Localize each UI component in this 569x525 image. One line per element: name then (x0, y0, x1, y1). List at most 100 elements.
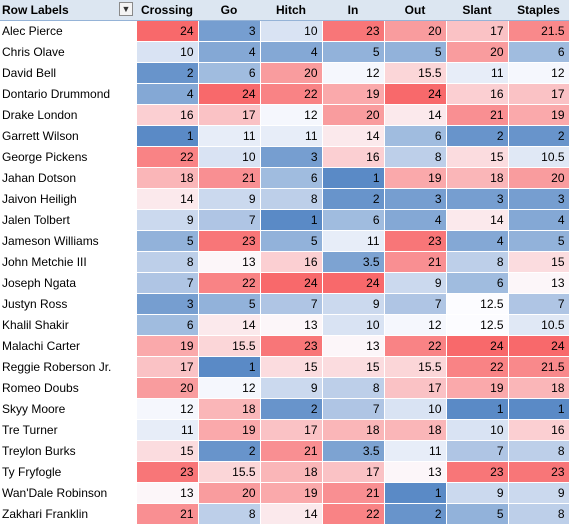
value-cell[interactable]: 17 (446, 20, 509, 42)
value-cell[interactable]: 15 (260, 356, 323, 378)
row-label-cell[interactable]: Ty Fryfogle (0, 461, 137, 483)
value-cell[interactable]: 12.5 (446, 314, 509, 336)
value-cell[interactable]: 8 (508, 440, 569, 462)
value-cell[interactable]: 1 (446, 398, 509, 420)
row-label-cell[interactable]: Garrett Wilson (0, 125, 137, 147)
value-cell[interactable]: 3.5 (322, 440, 385, 462)
value-cell[interactable]: 23 (446, 461, 509, 483)
value-cell[interactable]: 9 (384, 272, 447, 294)
value-cell[interactable]: 17 (260, 419, 323, 441)
value-cell[interactable]: 19 (384, 167, 447, 189)
value-cell[interactable]: 18 (322, 419, 385, 441)
value-cell[interactable]: 1 (508, 398, 569, 420)
value-cell[interactable]: 18 (508, 377, 569, 399)
column-header-staples[interactable]: Staples (508, 0, 569, 21)
value-cell[interactable]: 7 (260, 293, 323, 315)
value-cell[interactable]: 11 (136, 419, 199, 441)
value-cell[interactable]: 19 (260, 482, 323, 504)
row-label-cell[interactable]: Khalil Shakir (0, 314, 137, 336)
value-cell[interactable]: 21 (322, 482, 385, 504)
value-cell[interactable]: 24 (446, 335, 509, 357)
value-cell[interactable]: 20 (384, 20, 447, 42)
value-cell[interactable]: 21 (446, 104, 509, 126)
value-cell[interactable]: 2 (446, 125, 509, 147)
value-cell[interactable]: 14 (260, 503, 323, 525)
value-cell[interactable]: 10 (384, 398, 447, 420)
row-label-cell[interactable]: George Pickens (0, 146, 137, 168)
value-cell[interactable]: 22 (446, 356, 509, 378)
value-cell[interactable]: 6 (198, 62, 261, 84)
value-cell[interactable]: 24 (508, 335, 569, 357)
row-label-cell[interactable]: Joseph Ngata (0, 272, 137, 294)
row-label-cell[interactable]: Tre Turner (0, 419, 137, 441)
value-cell[interactable]: 11 (384, 440, 447, 462)
value-cell[interactable]: 8 (136, 251, 199, 273)
value-cell[interactable]: 23 (384, 230, 447, 252)
value-cell[interactable]: 10 (260, 20, 323, 42)
row-label-cell[interactable]: Dontario Drummond (0, 83, 137, 105)
value-cell[interactable]: 6 (260, 167, 323, 189)
value-cell[interactable]: 6 (322, 209, 385, 231)
value-cell[interactable]: 13 (136, 482, 199, 504)
value-cell[interactable]: 18 (198, 398, 261, 420)
value-cell[interactable]: 24 (198, 83, 261, 105)
value-cell[interactable]: 4 (384, 209, 447, 231)
value-cell[interactable]: 8 (322, 377, 385, 399)
value-cell[interactable]: 15 (446, 146, 509, 168)
value-cell[interactable]: 16 (260, 251, 323, 273)
value-cell[interactable]: 12 (508, 62, 569, 84)
value-cell[interactable]: 13 (198, 251, 261, 273)
value-cell[interactable]: 4 (508, 209, 569, 231)
value-cell[interactable]: 12 (384, 314, 447, 336)
value-cell[interactable]: 7 (322, 398, 385, 420)
value-cell[interactable]: 21 (198, 167, 261, 189)
value-cell[interactable]: 17 (198, 104, 261, 126)
value-cell[interactable]: 13 (508, 272, 569, 294)
value-cell[interactable]: 8 (508, 503, 569, 525)
value-cell[interactable]: 4 (136, 83, 199, 105)
value-cell[interactable]: 18 (384, 419, 447, 441)
value-cell[interactable]: 8 (446, 251, 509, 273)
value-cell[interactable]: 2 (508, 125, 569, 147)
value-cell[interactable]: 2 (198, 440, 261, 462)
column-header-in[interactable]: In (322, 0, 384, 21)
value-cell[interactable]: 10 (136, 41, 199, 63)
value-cell[interactable]: 24 (136, 20, 199, 42)
value-cell[interactable]: 10.5 (508, 314, 569, 336)
value-cell[interactable]: 21.5 (508, 20, 569, 42)
value-cell[interactable]: 3 (260, 146, 323, 168)
row-label-cell[interactable]: Reggie Roberson Jr. (0, 356, 137, 378)
value-cell[interactable]: 12.5 (446, 293, 509, 315)
value-cell[interactable]: 8 (260, 188, 323, 210)
value-cell[interactable]: 11 (446, 62, 509, 84)
value-cell[interactable]: 9 (260, 377, 323, 399)
row-label-cell[interactable]: Jahan Dotson (0, 167, 137, 189)
value-cell[interactable]: 11 (322, 230, 385, 252)
value-cell[interactable]: 15 (136, 440, 199, 462)
value-cell[interactable]: 14 (446, 209, 509, 231)
value-cell[interactable]: 3.5 (322, 251, 385, 273)
value-cell[interactable]: 20 (446, 41, 509, 63)
row-label-cell[interactable]: Drake London (0, 104, 137, 126)
filter-dropdown-icon[interactable]: ▼ (119, 2, 133, 16)
value-cell[interactable]: 21 (384, 251, 447, 273)
row-label-cell[interactable]: Justyn Ross (0, 293, 137, 315)
value-cell[interactable]: 4 (260, 41, 323, 63)
value-cell[interactable]: 5 (322, 41, 385, 63)
value-cell[interactable]: 14 (198, 314, 261, 336)
value-cell[interactable]: 18 (446, 167, 509, 189)
row-label-cell[interactable]: Treylon Burks (0, 440, 137, 462)
value-cell[interactable]: 16 (446, 83, 509, 105)
row-label-cell[interactable]: Jalen Tolbert (0, 209, 137, 231)
value-cell[interactable]: 15.5 (198, 335, 261, 357)
value-cell[interactable]: 13 (260, 314, 323, 336)
value-cell[interactable]: 5 (260, 230, 323, 252)
value-cell[interactable]: 22 (384, 335, 447, 357)
row-label-cell[interactable]: Romeo Doubs (0, 377, 137, 399)
value-cell[interactable]: 3 (136, 293, 199, 315)
value-cell[interactable]: 15.5 (384, 62, 447, 84)
value-cell[interactable]: 19 (508, 104, 569, 126)
value-cell[interactable]: 21.5 (508, 356, 569, 378)
value-cell[interactable]: 12 (198, 377, 261, 399)
value-cell[interactable]: 20 (136, 377, 199, 399)
